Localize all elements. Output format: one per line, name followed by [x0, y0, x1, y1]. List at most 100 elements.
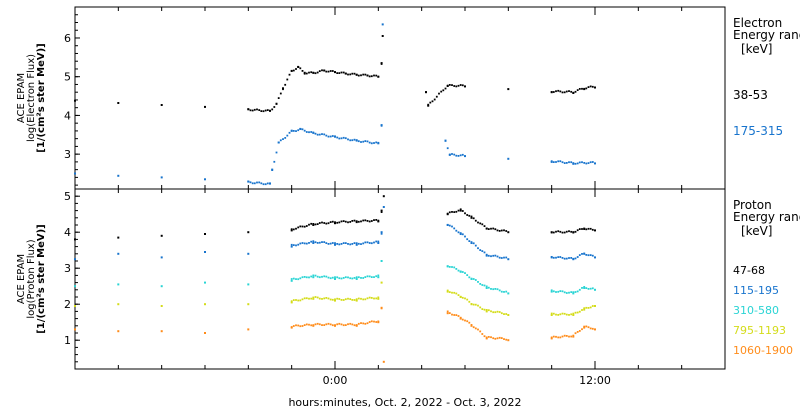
proton-data-point — [292, 244, 295, 246]
proton-data-point — [481, 223, 484, 226]
proton-data-point — [565, 230, 568, 233]
proton-data-point — [334, 324, 336, 327]
electron-data-point — [355, 73, 358, 76]
electron-data-point — [204, 178, 206, 181]
proton-data-point — [572, 231, 575, 234]
proton-data-point — [550, 314, 553, 316]
proton-data-point — [492, 227, 495, 230]
proton-data-point — [550, 337, 553, 340]
proton-data-point — [310, 222, 313, 225]
electron-data-point — [464, 85, 466, 88]
proton-data-point — [360, 322, 362, 324]
proton-data-point — [338, 243, 341, 246]
proton-data-point — [344, 220, 347, 223]
proton-data-point — [494, 228, 497, 231]
proton-data-point — [559, 313, 562, 316]
electron-data-point — [587, 86, 590, 88]
electron-data-point — [552, 91, 555, 93]
proton-data-point — [470, 242, 473, 244]
electron-data-point — [353, 72, 356, 75]
proton-data-point — [314, 274, 317, 277]
proton-data-point — [479, 283, 482, 285]
proton-data-point — [576, 256, 579, 258]
electron-data-point — [273, 160, 276, 163]
electron-data-point — [247, 108, 250, 111]
proton-data-point — [565, 313, 568, 316]
proton-data-point — [505, 256, 508, 259]
proton-data-point — [464, 235, 466, 238]
electron-data-point — [264, 109, 267, 112]
proton-data-point — [552, 256, 555, 259]
proton-data-point — [570, 335, 573, 338]
proton-data-point — [355, 324, 358, 327]
electron-data-point — [555, 90, 557, 93]
proton-data-point — [589, 287, 592, 290]
electron-y-axis-label-line: [1/(cm²s ster MeV)] — [36, 43, 47, 152]
electron-data-point — [117, 102, 120, 104]
electron-data-point — [277, 141, 280, 144]
electron-data-point — [581, 87, 583, 90]
proton-data-point — [498, 230, 501, 232]
electron-data-point — [288, 131, 291, 134]
proton-data-point — [204, 332, 206, 334]
electron-data-point — [299, 128, 302, 130]
proton-data-point — [331, 298, 334, 301]
proton-data-point — [568, 335, 570, 338]
proton-data-point — [594, 256, 596, 259]
electron-series-175-315 — [74, 23, 596, 186]
proton-data-point — [362, 298, 365, 301]
electron-data-point — [355, 139, 358, 142]
proton-data-point — [334, 222, 336, 225]
electron-data-point — [557, 89, 560, 92]
proton-data-point — [472, 242, 475, 245]
proton-data-point — [247, 303, 250, 306]
electron-data-point — [247, 180, 250, 183]
proton-data-point — [368, 296, 371, 299]
proton-data-point — [561, 257, 564, 259]
electron-data-point — [589, 85, 592, 88]
proton-data-point — [464, 297, 466, 300]
electron-data-point — [444, 87, 447, 90]
proton-data-point — [375, 275, 378, 278]
proton-legend-entry: 1060-1900 — [733, 344, 793, 357]
proton-data-point — [74, 258, 76, 261]
proton-data-point — [316, 322, 319, 325]
proton-data-point — [310, 275, 313, 278]
proton-data-point — [459, 208, 462, 211]
proton-data-point — [481, 250, 484, 252]
proton-data-point — [327, 276, 330, 279]
electron-data-point — [251, 182, 254, 185]
proton-data-point — [477, 247, 479, 250]
proton-data-point — [375, 219, 378, 221]
proton-data-point — [487, 254, 490, 257]
proton-data-point — [498, 336, 501, 339]
proton-data-point — [366, 275, 369, 278]
proton-data-point — [318, 222, 321, 224]
proton-data-point — [503, 291, 505, 293]
proton-data-point — [297, 226, 300, 229]
proton-data-point — [360, 220, 362, 223]
proton-data-point — [117, 283, 120, 286]
proton-data-point — [576, 229, 579, 232]
proton-data-point — [342, 242, 345, 244]
electron-series-38-53 — [74, 35, 596, 113]
proton-plot-frame — [74, 188, 726, 370]
proton-data-point — [364, 322, 367, 325]
proton-data-point — [353, 242, 356, 244]
proton-y-tick-label: 5 — [64, 190, 71, 203]
electron-data-point — [303, 71, 306, 74]
proton-data-point — [380, 281, 383, 284]
proton-data-point — [364, 241, 367, 244]
proton-data-point — [451, 211, 453, 213]
proton-data-point — [555, 230, 557, 233]
electron-data-point — [249, 109, 252, 112]
electron-data-point — [349, 139, 352, 142]
proton-data-point — [336, 221, 339, 224]
proton-data-point — [323, 222, 326, 224]
electron-data-point — [453, 85, 456, 87]
proton-data-point — [312, 297, 315, 300]
proton-data-point — [308, 297, 310, 300]
electron-data-point — [288, 73, 291, 76]
proton-legend-entry: 795-1193 — [733, 324, 786, 337]
electron-data-point — [273, 106, 276, 108]
